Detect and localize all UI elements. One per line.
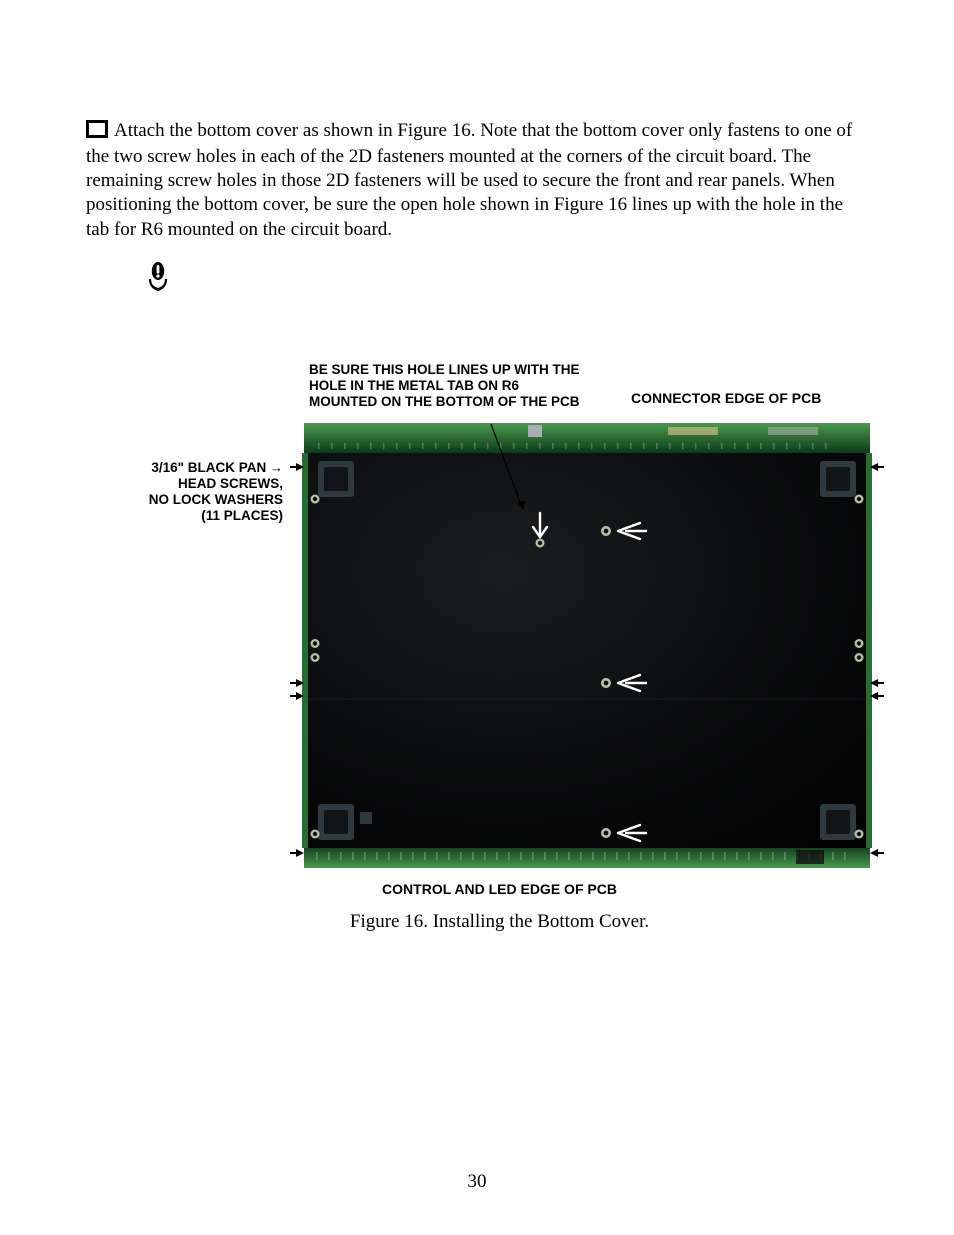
annot-control-edge: CONTROL AND LED EDGE OF PCB — [123, 881, 876, 898]
checkbox-icon — [86, 120, 108, 145]
instruction-paragraph: Attach the bottom cover as shown in Figu… — [86, 119, 868, 242]
annot-hole-align: BE SURE THIS HOLE LINES UP WITH THE HOLE… — [309, 362, 589, 410]
figure-photo — [290, 419, 900, 869]
instruction-text: Attach the bottom cover as shown in Figu… — [86, 120, 852, 240]
caution-icon — [144, 261, 868, 296]
annot-screws-l4: (11 PLACES) — [201, 508, 283, 523]
figure-caption: Figure 16. Installing the Bottom Cover. — [123, 911, 876, 933]
annot-screws-l2: HEAD SCREWS, — [178, 476, 283, 491]
page-number: 30 — [0, 1171, 954, 1193]
annot-connector-edge: CONNECTOR EDGE OF PCB — [631, 390, 861, 407]
page: Attach the bottom cover as shown in Figu… — [0, 0, 954, 1235]
annot-screws-l1: 3/16" BLACK PAN — [151, 460, 266, 475]
annot-screws: 3/16" BLACK PAN → HEAD SCREWS, NO LOCK W… — [123, 460, 283, 524]
annot-screws-l3: NO LOCK WASHERS — [149, 492, 283, 507]
